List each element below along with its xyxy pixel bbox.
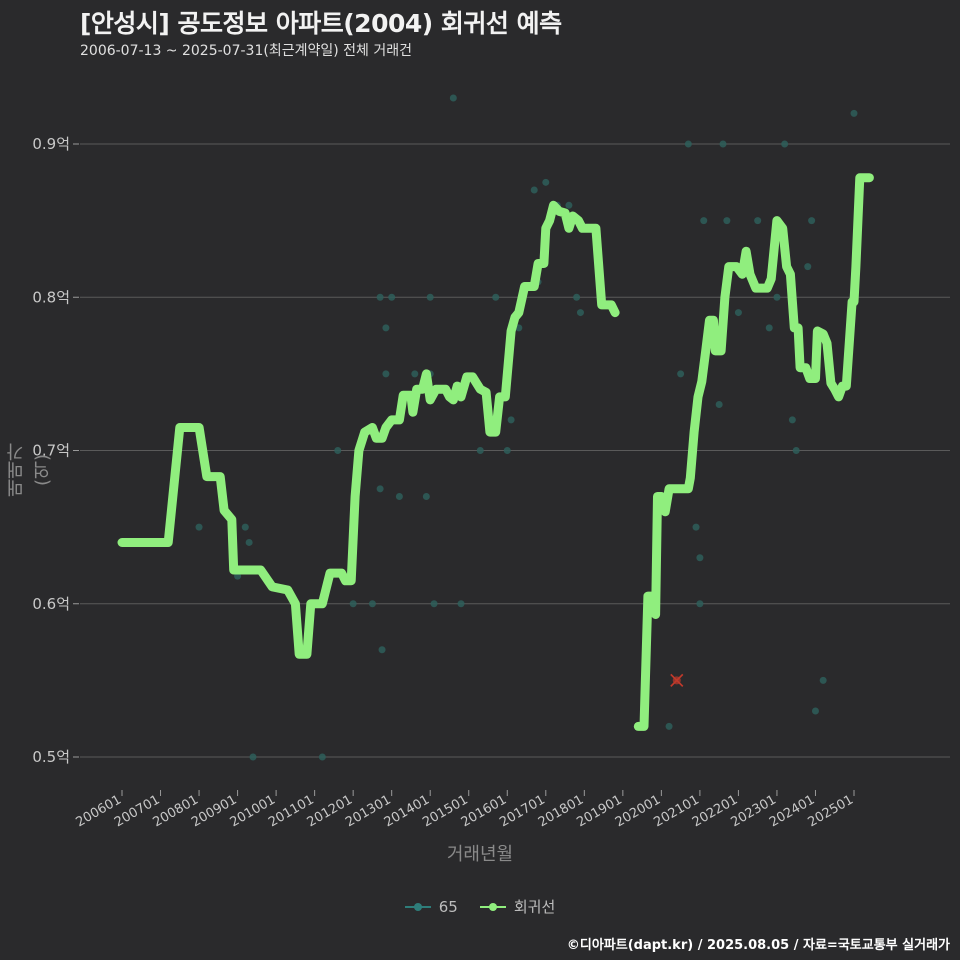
scatter-point xyxy=(811,707,819,715)
scatter-point xyxy=(530,186,538,194)
y-tick-label: 0.8억 xyxy=(32,288,70,306)
scatter-point xyxy=(781,140,789,148)
scatter-point xyxy=(734,309,742,317)
scatter-point xyxy=(382,370,390,378)
outlier-markers xyxy=(670,673,684,687)
scatter-point xyxy=(376,485,384,493)
scatter-point xyxy=(692,523,700,531)
scatter-point xyxy=(507,416,515,424)
scatter-point xyxy=(457,600,465,608)
scatter-point xyxy=(368,600,376,608)
scatter-point xyxy=(382,324,390,332)
scatter-point xyxy=(388,293,396,301)
chart-title: [안성시] 공도정보 아파트(2004) 회귀선 예측 xyxy=(80,9,562,38)
regression-segment xyxy=(117,200,620,659)
scatter-point xyxy=(565,201,573,209)
scatter-point xyxy=(430,600,438,608)
legend-item-regression: 회귀선 xyxy=(479,896,556,917)
scatter-point xyxy=(715,401,723,409)
y-tick-label: 0.5억 xyxy=(32,748,70,766)
scatter-point xyxy=(819,676,827,684)
legend: 65 회귀선 xyxy=(0,896,960,917)
scatter-point xyxy=(422,492,430,500)
scatter-point xyxy=(492,293,500,301)
scatter-point xyxy=(245,538,253,546)
scatter-point xyxy=(719,140,727,148)
outlier-cross xyxy=(670,673,684,687)
grid-lines xyxy=(80,143,950,758)
y-tick-label: 0.7억 xyxy=(32,442,70,460)
legend-key-scatter xyxy=(404,900,431,914)
scatter-point xyxy=(426,293,434,301)
x-axis-label: 거래년월 xyxy=(446,844,514,865)
legend-label-scatter: 65 xyxy=(438,897,458,916)
scatter-point xyxy=(696,554,704,562)
x-axis-ticks: 2006012007012008012009012010012011012012… xyxy=(74,790,856,830)
scatter-point xyxy=(808,217,816,225)
scatter-point xyxy=(503,447,511,454)
scatter-points xyxy=(195,94,858,761)
scatter-point xyxy=(542,178,550,186)
scatter-point xyxy=(754,217,762,225)
legend-key-regression xyxy=(479,900,506,914)
scatter-point xyxy=(850,109,858,117)
scatter-point xyxy=(573,293,581,301)
chart-subtitle: 2006-07-13 ~ 2025-07-31(최근계약일) 전체 거래건 xyxy=(80,43,412,59)
y-axis-ticks: 0.5억 0.6억 0.7억 0.8억 0.9억 xyxy=(32,135,79,766)
regression-segment xyxy=(633,173,874,731)
scatter-point xyxy=(696,600,704,608)
scatter-point xyxy=(411,370,419,378)
legend-label-regression: 회귀선 xyxy=(513,898,556,916)
legend-item-scatter: 65 xyxy=(404,896,458,917)
scatter-point xyxy=(241,523,249,531)
scatter-point xyxy=(684,140,692,148)
footer-credit: ©디아파트(dapt.kr) / 2025.08.05 / 자료=국토교통부 실… xyxy=(566,938,950,953)
scatter-point xyxy=(476,447,484,454)
scatter-point xyxy=(723,217,731,225)
scatter-point xyxy=(773,293,781,301)
regression-line xyxy=(117,173,874,731)
scatter-point xyxy=(318,753,326,761)
scatter-point xyxy=(804,263,812,271)
y-axis-label: 매매가(억) xyxy=(6,443,53,497)
scatter-point xyxy=(792,447,800,454)
scatter-point xyxy=(700,217,708,225)
scatter-point xyxy=(449,94,457,102)
scatter-point xyxy=(665,722,673,730)
scatter-point xyxy=(249,753,257,761)
scatter-point xyxy=(378,646,386,654)
scatter-point xyxy=(576,309,584,317)
scatter-point xyxy=(195,523,203,531)
scatter-point xyxy=(334,447,342,454)
scatter-point xyxy=(376,293,384,301)
scatter-point xyxy=(788,416,796,424)
y-tick-label: 0.9억 xyxy=(32,135,70,153)
scatter-point xyxy=(677,370,685,378)
scatter-point xyxy=(349,600,357,608)
scatter-point xyxy=(765,324,773,332)
y-tick-label: 0.6억 xyxy=(32,595,70,613)
scatter-point xyxy=(395,492,403,500)
